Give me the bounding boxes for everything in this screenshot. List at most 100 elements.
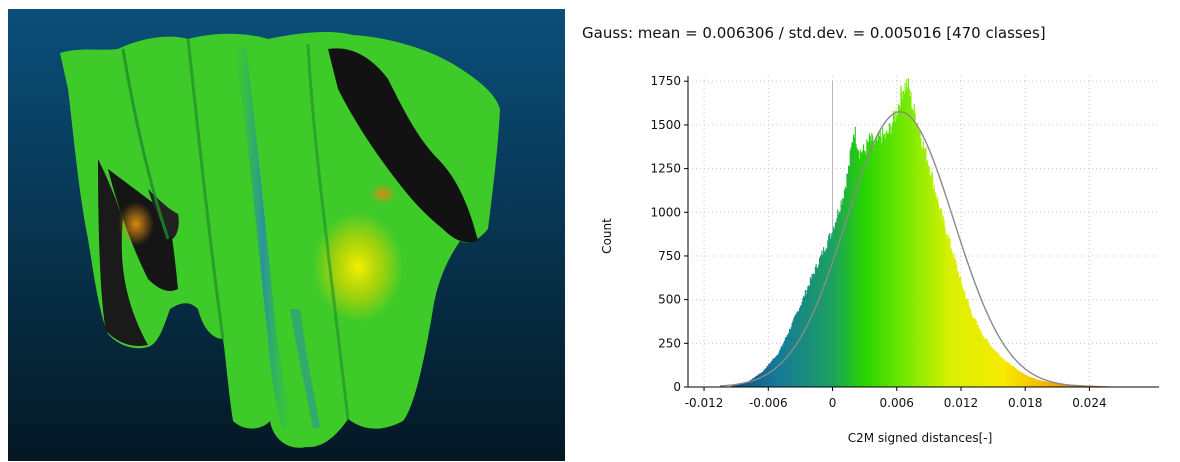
y-tick-label: 0: [673, 380, 681, 394]
histogram-bar: [779, 350, 781, 387]
histogram-bar: [974, 317, 976, 387]
histogram-bar: [937, 203, 939, 387]
histogram-bar: [842, 198, 844, 387]
histogram-bar: [976, 321, 978, 387]
histogram-bar: [997, 353, 999, 387]
histogram-bar: [924, 149, 926, 387]
histogram-bar: [907, 87, 909, 387]
histogram-bars: [730, 78, 1122, 388]
histogram-bar: [855, 144, 857, 387]
histogram-bar: [902, 90, 905, 387]
histogram-bar: [888, 123, 890, 387]
histogram-bar: [751, 379, 753, 387]
histogram-bar: [994, 350, 996, 387]
histogram-bar: [831, 236, 833, 387]
y-tick-label: 1750: [650, 74, 681, 88]
histogram-bar: [849, 150, 851, 387]
histogram-bar: [1058, 383, 1060, 387]
y-tick-label: 1000: [650, 205, 681, 219]
histogram-bar: [971, 313, 973, 387]
histogram-bar: [864, 151, 866, 387]
histogram-bar: [940, 207, 942, 387]
histogram-bar: [945, 233, 947, 387]
histogram-bar: [1061, 383, 1063, 387]
histogram-bar: [773, 358, 775, 387]
histogram-bar: [944, 227, 946, 387]
histogram-bar: [1026, 375, 1028, 387]
histogram-bar: [995, 350, 997, 387]
histogram-bar: [1032, 377, 1034, 387]
histogram-bar: [732, 385, 734, 387]
histogram-bar: [879, 130, 881, 387]
histogram-bar: [836, 218, 838, 387]
histogram-bar: [750, 379, 752, 387]
histogram-bar: [1035, 379, 1037, 387]
histogram-bar: [900, 85, 902, 387]
histogram-bar: [878, 135, 880, 387]
histogram-bar: [812, 274, 814, 387]
histogram-bar: [852, 142, 854, 387]
histogram-bar: [973, 318, 975, 387]
histogram-bar: [848, 165, 850, 387]
histogram-bar: [870, 140, 872, 387]
histogram-bar: [989, 345, 991, 387]
histogram-bar: [848, 165, 850, 387]
histogram-bar: [746, 382, 748, 387]
histogram-bar: [863, 144, 865, 387]
histogram-bar: [950, 247, 952, 387]
histogram-bar: [792, 320, 794, 387]
histogram-bar: [778, 352, 780, 387]
histogram-bar: [1042, 380, 1044, 387]
histogram-bar: [1048, 382, 1050, 387]
histogram-bar: [744, 383, 747, 387]
histogram-bar: [753, 378, 755, 387]
histogram-bar: [1041, 380, 1043, 387]
histogram-bar: [749, 380, 751, 387]
histogram-bar: [931, 171, 933, 387]
histogram-bar: [736, 384, 738, 387]
histogram-bar: [759, 373, 762, 387]
histogram-bar: [830, 233, 832, 387]
histogram-bar: [1050, 382, 1052, 387]
histogram-bar: [971, 316, 974, 387]
histogram-bar: [774, 358, 776, 387]
histogram-bar: [786, 335, 788, 387]
histogram-bar: [776, 355, 778, 387]
3d-viewport[interactable]: [8, 9, 565, 461]
histogram-bar: [952, 257, 954, 387]
histogram-bar: [923, 148, 925, 387]
histogram-bar: [1030, 377, 1033, 387]
surface-fold-line-3: [306, 43, 350, 420]
histogram-bar: [1037, 379, 1039, 387]
histogram-bar: [902, 99, 904, 388]
y-tick-label: 250: [658, 336, 681, 350]
histogram-bar: [867, 142, 870, 387]
histogram-bar: [969, 308, 971, 387]
histogram-bar: [1020, 371, 1022, 387]
histogram-bar: [741, 383, 743, 387]
histogram-bar: [806, 289, 808, 387]
histogram-bar: [979, 331, 981, 387]
histogram-bar: [775, 355, 777, 387]
histogram-bar: [874, 142, 876, 387]
histogram-panel: Gauss: mean = 0.006306 / std.dev. = 0.00…: [575, 0, 1180, 462]
histogram-bar: [745, 382, 747, 387]
histogram-bar: [832, 231, 834, 387]
histogram-bar: [853, 134, 855, 387]
histogram-bar: [958, 278, 960, 387]
histogram-bar: [868, 133, 870, 387]
histogram-bar: [910, 91, 912, 387]
histogram-bar: [843, 189, 846, 387]
histogram-bar: [914, 113, 916, 387]
histogram-bar: [926, 162, 928, 387]
histogram-bar: [801, 301, 803, 387]
histogram-bar: [787, 334, 789, 387]
histogram-bar: [959, 276, 961, 387]
surface-orange-patch-1: [118, 202, 154, 246]
histogram-bar: [1028, 376, 1030, 387]
histogram-bar: [1056, 383, 1058, 387]
histogram-bar: [1065, 384, 1067, 387]
histogram-bar: [731, 385, 733, 387]
histogram-bar: [912, 108, 914, 387]
histogram-bar: [1094, 385, 1097, 387]
